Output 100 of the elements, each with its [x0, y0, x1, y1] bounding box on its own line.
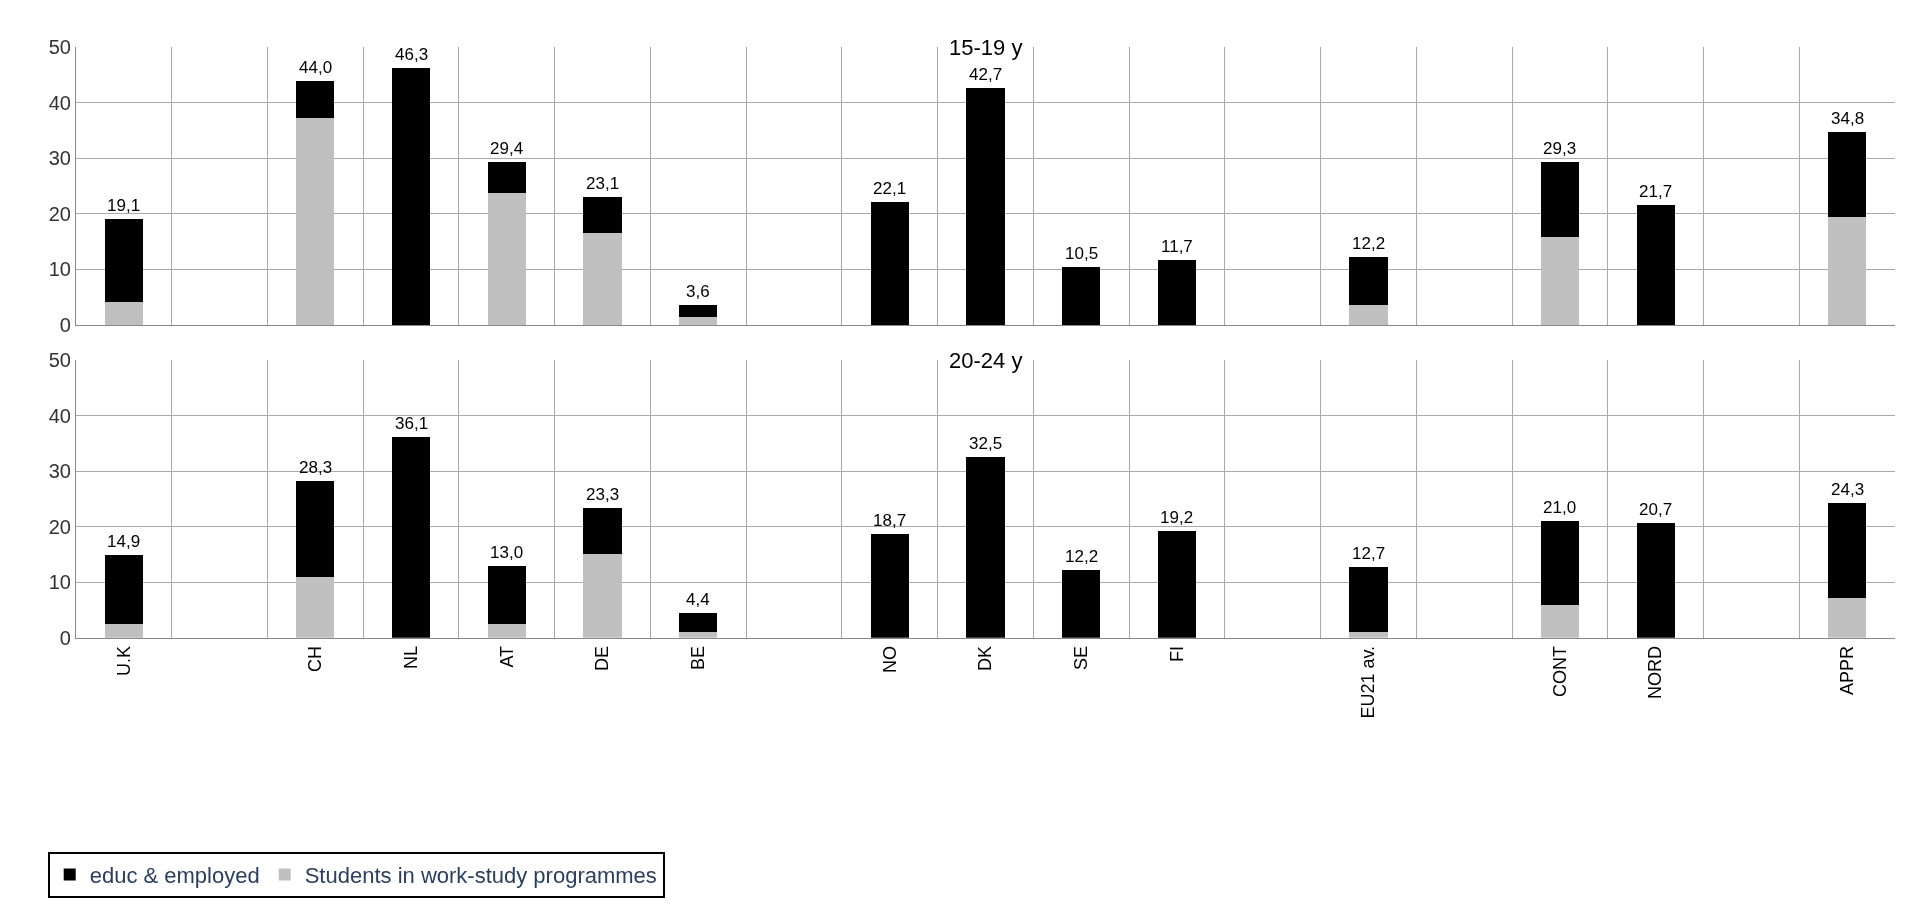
bar: [679, 316, 718, 325]
x-tick-label: CH: [305, 645, 326, 672]
bar: [391, 437, 431, 638]
bar: [1349, 257, 1388, 305]
x-tick-label: SE: [1071, 645, 1092, 670]
bar: [296, 480, 335, 578]
total-label: 24,3: [1831, 480, 1865, 499]
bar: [583, 508, 622, 554]
x-tick-label: NORD: [1645, 645, 1666, 699]
bar: [1827, 216, 1867, 325]
bar: [487, 193, 526, 325]
bar: [1636, 522, 1675, 638]
total-label: 23,1: [586, 174, 620, 193]
bar: [1540, 604, 1580, 638]
total-label: 28,3: [299, 458, 333, 477]
legend-label: educ & employed: [89, 862, 260, 888]
total-label: 32,5: [969, 434, 1003, 453]
chart-title: 15-19 y: [949, 35, 1023, 60]
bar: [296, 577, 335, 638]
y-tick-label: 20: [48, 202, 71, 225]
bar: [104, 555, 143, 624]
bar: [487, 565, 526, 624]
x-tick-label: DK: [975, 645, 996, 671]
total-label: 36,1: [395, 414, 429, 433]
bar: [296, 80, 335, 118]
bar: [1349, 304, 1388, 325]
y-tick-label: 0: [59, 313, 71, 336]
bar: [1062, 266, 1101, 325]
total-label: 3,6: [686, 282, 710, 301]
y-tick-label: 40: [48, 404, 71, 427]
bar: [1827, 502, 1867, 599]
x-tick-label: CONT: [1549, 645, 1570, 697]
x-tick-label: DE: [592, 645, 613, 671]
total-label: 29,3: [1543, 139, 1577, 158]
total-label: 19,2: [1160, 508, 1194, 527]
total-label: 23,3: [586, 485, 620, 504]
total-label: 10,5: [1065, 244, 1099, 263]
bar: [1540, 521, 1580, 605]
y-tick-label: 10: [48, 571, 71, 594]
bar: [1349, 567, 1388, 633]
total-label: 12,7: [1352, 544, 1386, 563]
total-label: 13,0: [490, 543, 524, 562]
bar: [104, 301, 143, 325]
y-tick-label: 10: [48, 258, 71, 281]
x-tick-label: FI: [1166, 645, 1187, 662]
bar: [1540, 236, 1580, 325]
total-label: 14,9: [107, 532, 141, 551]
bar: [870, 202, 909, 325]
total-label: 42,7: [969, 65, 1003, 84]
bar: [487, 623, 526, 638]
bar: [679, 613, 718, 632]
bar: [104, 218, 143, 302]
bar: [583, 553, 622, 638]
bar: [1062, 569, 1101, 638]
total-label: 20,7: [1639, 500, 1673, 519]
total-label: 11,7: [1161, 237, 1193, 256]
total-label: 19,1: [107, 196, 141, 215]
bar: [1540, 162, 1580, 237]
total-label: 22,1: [873, 179, 907, 198]
y-tick-label: 50: [48, 349, 71, 372]
bar: [1827, 598, 1867, 638]
total-label: 29,4: [490, 139, 524, 158]
x-tick-label: EU21 av.: [1358, 645, 1379, 719]
bar: [1636, 204, 1675, 325]
y-tick-label: 30: [48, 460, 71, 483]
total-label: 12,2: [1352, 234, 1386, 253]
total-label: 44,0: [299, 58, 333, 77]
total-label: 34,8: [1831, 109, 1865, 128]
y-tick-label: 50: [48, 36, 71, 59]
chart-title: 20-24 y: [949, 348, 1023, 373]
y-tick-label: 30: [48, 147, 71, 170]
bar: [583, 233, 622, 325]
bar: [966, 457, 1005, 638]
total-label: 21,7: [1639, 182, 1673, 201]
total-label: 18,7: [873, 511, 907, 530]
total-label: 46,3: [395, 45, 429, 64]
x-tick-label: NL: [400, 645, 421, 669]
bar: [296, 117, 335, 325]
y-tick-label: 40: [48, 91, 71, 114]
x-tick-label: BE: [688, 645, 709, 670]
x-tick-label: NO: [879, 645, 900, 673]
bar: [487, 161, 526, 194]
total-label: 21,0: [1543, 498, 1577, 517]
bar: [1827, 131, 1867, 217]
bar: [679, 304, 718, 317]
total-label: 4,4: [686, 590, 710, 609]
bar: [1349, 632, 1388, 638]
y-tick-label: 20: [48, 515, 71, 538]
x-tick-label: U.K: [113, 645, 134, 676]
bar: [104, 623, 143, 638]
bar: [1157, 531, 1197, 638]
bar: [870, 533, 909, 638]
total-label: 12,2: [1065, 547, 1099, 566]
x-tick-label: APPR: [1836, 645, 1857, 695]
legend-label: Students in work-study programmes: [304, 862, 657, 888]
x-tick-label: AT: [496, 645, 517, 668]
bar: [391, 67, 431, 325]
bar: [1157, 260, 1197, 325]
y-tick-label: 0: [59, 626, 71, 649]
bar: [583, 196, 622, 234]
